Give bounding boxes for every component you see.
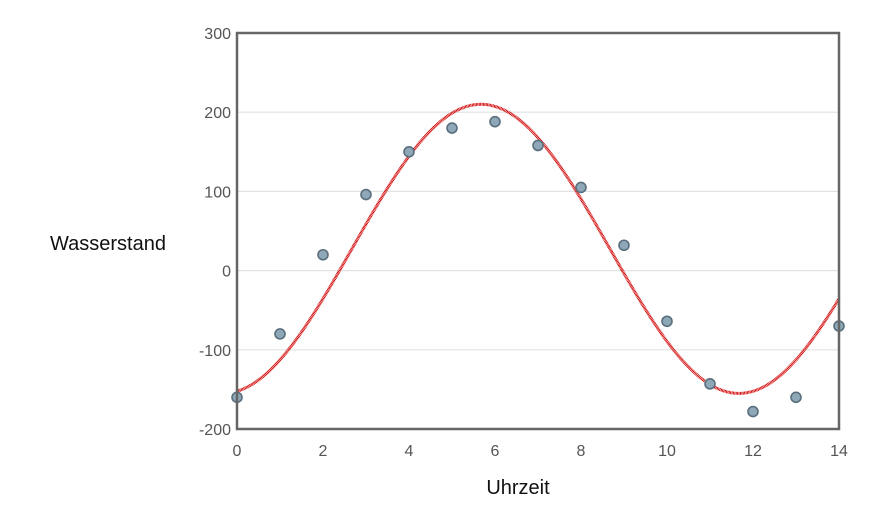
data-points [231,115,845,418]
fit-curve [236,102,841,395]
data-point [274,328,286,340]
x-tick-label: 12 [744,443,762,460]
data-point [489,115,501,128]
x-tick-label: 14 [830,443,848,460]
y-tick-label: 300 [204,26,231,43]
x-tick-label: 6 [491,443,500,460]
plot-frame [235,31,841,431]
data-point [704,378,716,390]
data-point [360,188,372,201]
x-tick-label: 8 [577,443,586,460]
y-tick-label: 0 [222,264,231,281]
x-tick-label: 4 [405,443,414,460]
x-tick-label: 2 [319,443,328,460]
x-axis-title: Uhrzeit [486,477,550,499]
x-tick-label: 10 [658,443,676,460]
y-tick-label: -100 [199,343,231,360]
data-point [790,391,802,404]
data-point [317,248,329,261]
data-point [403,146,415,158]
data-point [747,405,759,418]
x-tick-label: 0 [233,443,242,460]
y-tick-label: 200 [204,105,231,122]
grid-lines [237,111,839,351]
y-axis-title: Wasserstand [50,233,166,255]
data-point [618,239,630,252]
data-point [661,315,673,328]
data-point [575,181,587,194]
data-point [532,139,544,152]
data-point [446,122,458,134]
y-tick-label: 100 [204,184,231,201]
y-tick-label: -200 [199,422,231,439]
